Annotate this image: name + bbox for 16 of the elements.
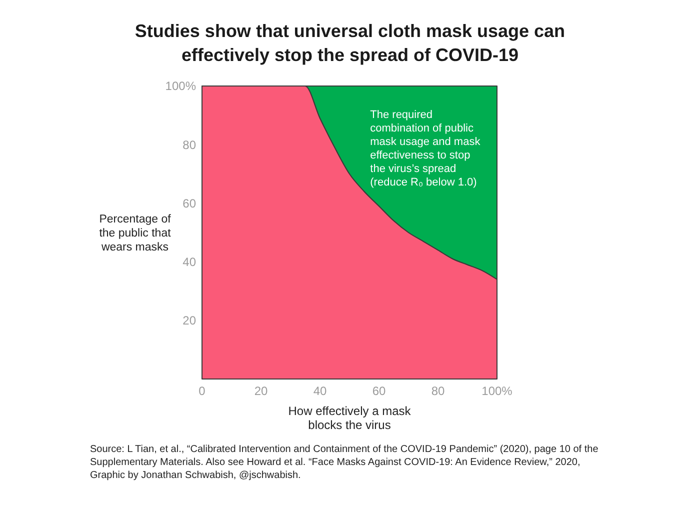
- y-tick-label: 100%: [165, 79, 196, 94]
- x-tick-label: 0: [198, 384, 206, 398]
- chart-title: Studies show that universal cloth mask usage can effectively stop the spread of COVID-19: [134, 21, 566, 65]
- y-tick-label: 60: [182, 196, 196, 210]
- x-axis-title: How effectively a mask blocks the virus: [288, 404, 412, 432]
- annotation: The required combination of public mask usage and mask effectiveness to stop the virus’s spread (reduce R₀ below 1.0): [370, 109, 481, 188]
- x-tick-label: 100%: [482, 384, 513, 398]
- y-tick-label: 80: [182, 138, 196, 152]
- x-tick-label: 60: [372, 384, 386, 398]
- y-tick-label: 40: [182, 255, 196, 269]
- y-axis-title: Percentage of the public that wears masks: [99, 214, 172, 254]
- source-note: Source: L Tian, et al., “Calibrated Intervention and Containment of the COVID-19 Pandemic” (2020), page 10 of the Supplementary Materials. Also see Howard et al. “Face Masks Against COVID-19: An Evidence Review,” 2020, Graphic by Jonathan Schwabish, @jschwabish.: [90, 444, 599, 481]
- x-tick-label: 20: [254, 384, 268, 398]
- x-tick-label: 40: [313, 384, 327, 398]
- y-tick-label: 20: [182, 314, 196, 328]
- x-tick-label: 80: [431, 384, 445, 398]
